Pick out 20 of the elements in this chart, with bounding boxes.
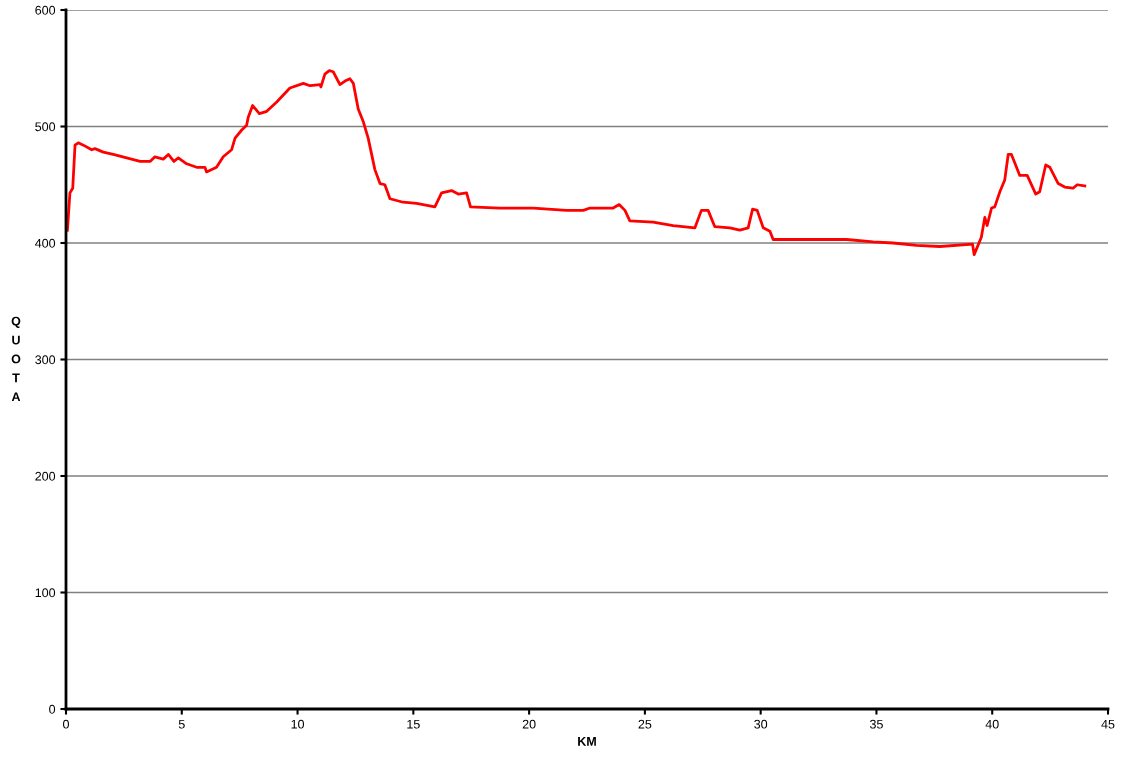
line-series <box>66 69 1087 257</box>
x-tick-label: 40 <box>985 719 999 729</box>
y-tick-label: 100 <box>35 588 56 598</box>
x-tick-label: 35 <box>869 719 883 729</box>
y-tick-label: 200 <box>35 471 56 481</box>
x-axis-title: KM <box>578 737 596 746</box>
x-tick-label: 10 <box>291 719 305 729</box>
x-tick-label: 0 <box>63 719 69 729</box>
y-tick-label: 500 <box>35 122 56 132</box>
x-tick-label: 20 <box>522 719 536 729</box>
x-tick-label: 5 <box>178 719 185 729</box>
y-tick-label: 300 <box>35 355 56 365</box>
y-axis-title: QUOTA <box>11 316 21 402</box>
x-tick-label: 45 <box>1101 719 1115 729</box>
y-tick-label: 0 <box>49 704 56 714</box>
x-tick-label: 30 <box>754 719 768 729</box>
y-tick-label: 400 <box>35 238 56 248</box>
x-tick-label: 25 <box>638 719 652 729</box>
y-tick-label: 600 <box>35 5 56 15</box>
x-tick-label: 15 <box>407 719 420 729</box>
